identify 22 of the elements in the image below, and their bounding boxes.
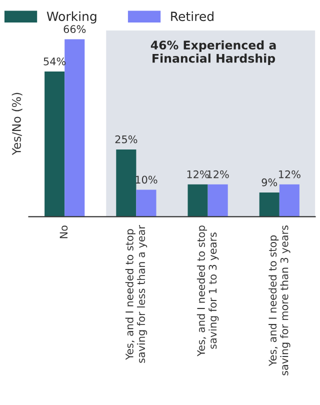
bar <box>259 192 280 217</box>
bar <box>208 184 228 217</box>
data-label: 12% <box>187 170 209 178</box>
legend-label: Working <box>46 11 96 24</box>
data-label: 25% <box>115 135 138 144</box>
bar <box>136 190 156 217</box>
data-label: 9% <box>262 178 278 186</box>
x-tick-label: Yes, and I needed to stop saving for less than a year <box>125 225 148 363</box>
y-axis-title: Yes/No (%) <box>12 92 22 156</box>
bar <box>279 184 300 217</box>
data-label: 12% <box>207 170 229 178</box>
bar <box>188 184 208 217</box>
data-label: 66% <box>64 25 86 34</box>
x-tick-label: Yes, and I needed to stop saving for 1 to 3 years <box>196 226 219 356</box>
bar <box>64 39 85 217</box>
data-label: 12% <box>278 170 300 178</box>
bar <box>44 72 65 217</box>
bar <box>116 149 136 217</box>
band-label: 46% Experienced a Financial Hardship <box>150 40 276 66</box>
legend-label: Retired <box>171 11 214 22</box>
x-tick-label: Yes, and I needed to stop saving for more than 3 years <box>268 226 290 376</box>
x-tick-label: No <box>60 226 68 238</box>
